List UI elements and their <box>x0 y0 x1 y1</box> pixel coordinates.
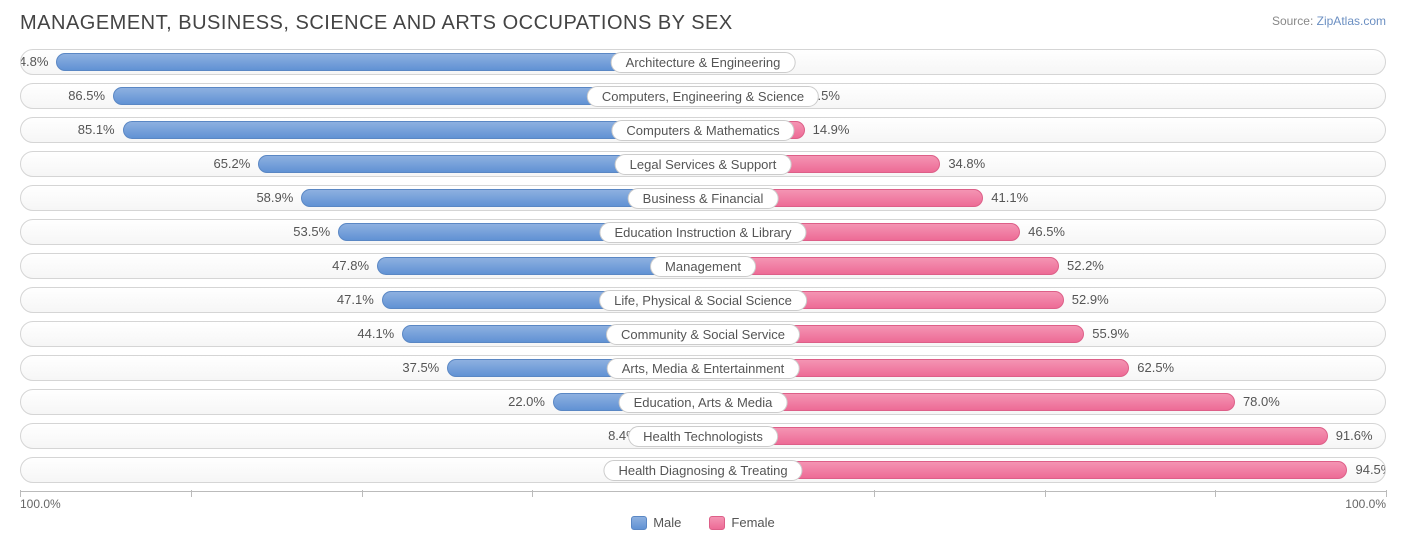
chart-header: MANAGEMENT, BUSINESS, SCIENCE AND ARTS O… <box>20 12 1386 35</box>
category-label: Computers, Engineering & Science <box>587 86 819 107</box>
pct-label-female: 62.5% <box>1137 360 1174 375</box>
category-label: Health Technologists <box>628 426 778 447</box>
legend-swatch-female <box>709 516 725 530</box>
source-name: ZipAtlas.com <box>1317 14 1386 28</box>
bar-female <box>703 257 1059 275</box>
pct-label-male: 85.1% <box>78 122 115 137</box>
category-label: Education, Arts & Media <box>619 392 788 413</box>
chart-row: 53.5% 46.5% Education Instruction & Librar… <box>20 219 1386 245</box>
pct-label-male: 47.8% <box>332 258 369 273</box>
chart-row: 22.0% 78.0% Education, Arts & Media <box>20 389 1386 415</box>
pct-label-female: 91.6% <box>1336 428 1373 443</box>
axis-tick-mark <box>874 490 875 497</box>
category-label: Legal Services & Support <box>615 154 792 175</box>
pct-label-male: 58.9% <box>256 190 293 205</box>
axis-label-right: 100.0% <box>1345 497 1386 511</box>
category-label: Computers & Mathematics <box>611 120 794 141</box>
pct-label-female: 34.8% <box>948 156 985 171</box>
chart-row: 47.8% 52.2% Management <box>20 253 1386 279</box>
chart-row: 8.4%91.6%Health Technologists <box>20 423 1386 449</box>
category-label: Community & Social Service <box>606 324 800 345</box>
x-axis: 100.0% 100.0% <box>20 491 1386 511</box>
diverging-bar-chart: 94.8%5.2%Architecture & Engineering 86.5%… <box>20 49 1386 483</box>
pct-label-male: 53.5% <box>293 224 330 239</box>
bar-female <box>703 427 1328 445</box>
pct-label-female: 94.5% <box>1355 462 1386 477</box>
axis-tick-mark <box>191 490 192 497</box>
pct-label-male: 94.8% <box>20 54 48 69</box>
axis-label-left: 100.0% <box>20 497 61 511</box>
axis-tick-mark <box>1215 490 1216 497</box>
category-label: Business & Financial <box>628 188 779 209</box>
pct-label-male: 86.5% <box>68 88 105 103</box>
chart-row: 37.5% 62.5% Arts, Media & Entertainment <box>20 355 1386 381</box>
chart-row: 58.9% 41.1% Business & Financial <box>20 185 1386 211</box>
pct-label-male: 22.0% <box>508 394 545 409</box>
pct-label-female: 78.0% <box>1243 394 1280 409</box>
pct-label-male: 65.2% <box>213 156 250 171</box>
category-label: Education Instruction & Library <box>599 222 806 243</box>
category-label: Management <box>650 256 756 277</box>
chart-row: 85.1% 14.9% Computers & Mathematics <box>20 117 1386 143</box>
chart-row: 86.5%13.5%Computers, Engineering & Scien… <box>20 83 1386 109</box>
pct-label-female: 55.9% <box>1092 326 1129 341</box>
legend-item-female: Female <box>709 515 774 530</box>
axis-tick-mark <box>532 490 533 497</box>
axis-tick-mark <box>362 490 363 497</box>
chart-row: 65.2% 34.8% Legal Services & Support <box>20 151 1386 177</box>
pct-label-female: 46.5% <box>1028 224 1065 239</box>
pct-label-male: 37.5% <box>402 360 439 375</box>
chart-row: 47.1% 52.9% Life, Physical & Social Scienc… <box>20 287 1386 313</box>
chart-row: 94.8%5.2%Architecture & Engineering <box>20 49 1386 75</box>
pct-label-female: 52.9% <box>1072 292 1109 307</box>
axis-tick-mark <box>1386 490 1387 497</box>
pct-label-male: 47.1% <box>337 292 374 307</box>
chart-row: 44.1% 55.9% Community & Social Service <box>20 321 1386 347</box>
category-label: Architecture & Engineering <box>611 52 796 73</box>
legend-swatch-male <box>631 516 647 530</box>
chart-legend: Male Female <box>20 515 1386 530</box>
bar-male <box>56 53 703 71</box>
chart-row: 5.5%94.5%Health Diagnosing & Treating <box>20 457 1386 483</box>
category-label: Life, Physical & Social Science <box>599 290 807 311</box>
legend-label-female: Female <box>731 515 774 530</box>
legend-item-male: Male <box>631 515 681 530</box>
category-label: Arts, Media & Entertainment <box>607 358 800 379</box>
source-label: Source: <box>1272 14 1313 28</box>
category-label: Health Diagnosing & Treating <box>603 460 802 481</box>
chart-title: MANAGEMENT, BUSINESS, SCIENCE AND ARTS O… <box>20 12 733 35</box>
pct-label-female: 14.9% <box>813 122 850 137</box>
source-attribution: Source: ZipAtlas.com <box>1272 14 1386 30</box>
axis-tick-mark <box>1045 490 1046 497</box>
pct-label-female: 52.2% <box>1067 258 1104 273</box>
pct-label-female: 41.1% <box>991 190 1028 205</box>
legend-label-male: Male <box>653 515 681 530</box>
axis-tick-mark <box>20 490 21 497</box>
pct-label-male: 44.1% <box>357 326 394 341</box>
